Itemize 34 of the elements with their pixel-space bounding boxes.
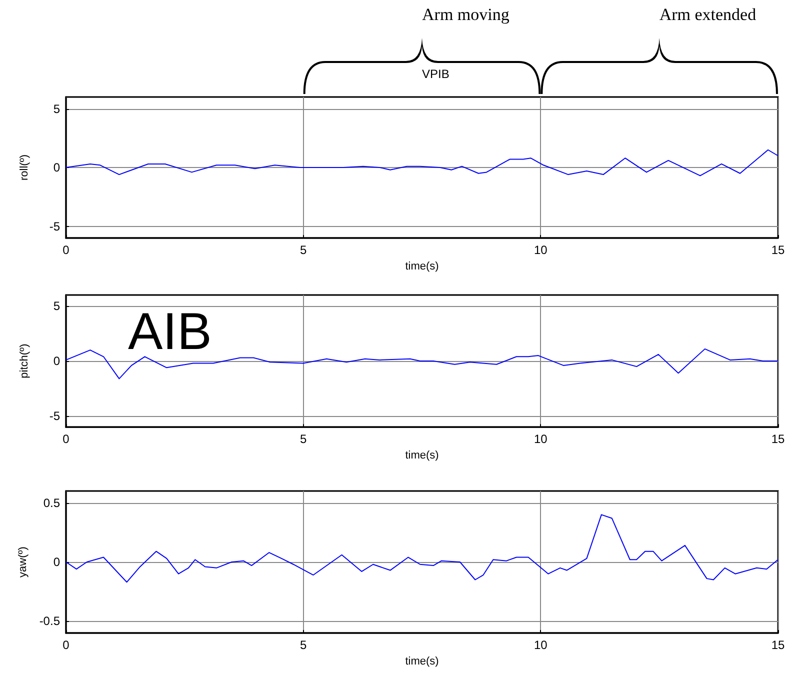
line-series — [66, 348, 778, 380]
y-tick-label: 0 — [53, 555, 60, 569]
y-tick-label: 5 — [53, 299, 60, 314]
y-tick-label: -5 — [49, 409, 60, 424]
y-tick-label: 0 — [53, 354, 60, 368]
x-axis-title: time(s) — [405, 450, 439, 462]
x-tick-label: 5 — [300, 243, 307, 257]
y-axis-title: yaw(º) — [16, 546, 29, 578]
line-series — [66, 149, 778, 176]
y-tick-label: 0 — [53, 160, 60, 174]
y-tick-label: 0.5 — [43, 496, 60, 510]
y-axis-title: pitch(º) — [18, 344, 30, 378]
x-tick-label: 5 — [300, 432, 307, 446]
text: Arm moving — [422, 5, 510, 24]
annotation: AIB — [128, 303, 212, 361]
x-tick-label: 10 — [534, 638, 548, 652]
x-tick-label: 0 — [62, 243, 70, 257]
y-tick-label: -0.5 — [39, 614, 60, 628]
x-tick-label: 0 — [62, 432, 70, 446]
x-axis-title: time(s) — [405, 655, 439, 668]
x-tick-label: 15 — [771, 638, 785, 652]
x-tick-label: 10 — [534, 432, 548, 446]
x-tick-label: 10 — [534, 243, 548, 257]
x-tick-label: 0 — [62, 638, 70, 652]
text: Arm extended — [659, 5, 757, 24]
text: VPIB — [422, 67, 450, 81]
line-series — [66, 514, 778, 583]
x-tick-label: 15 — [771, 243, 785, 257]
y-axis-title: roll(º) — [18, 154, 30, 181]
y-tick-label: -5 — [49, 219, 60, 234]
y-tick-label: 5 — [53, 102, 60, 116]
x-axis-title: time(s) — [405, 260, 439, 272]
x-tick-label: 5 — [300, 638, 307, 652]
x-tick-label: 15 — [771, 432, 785, 446]
